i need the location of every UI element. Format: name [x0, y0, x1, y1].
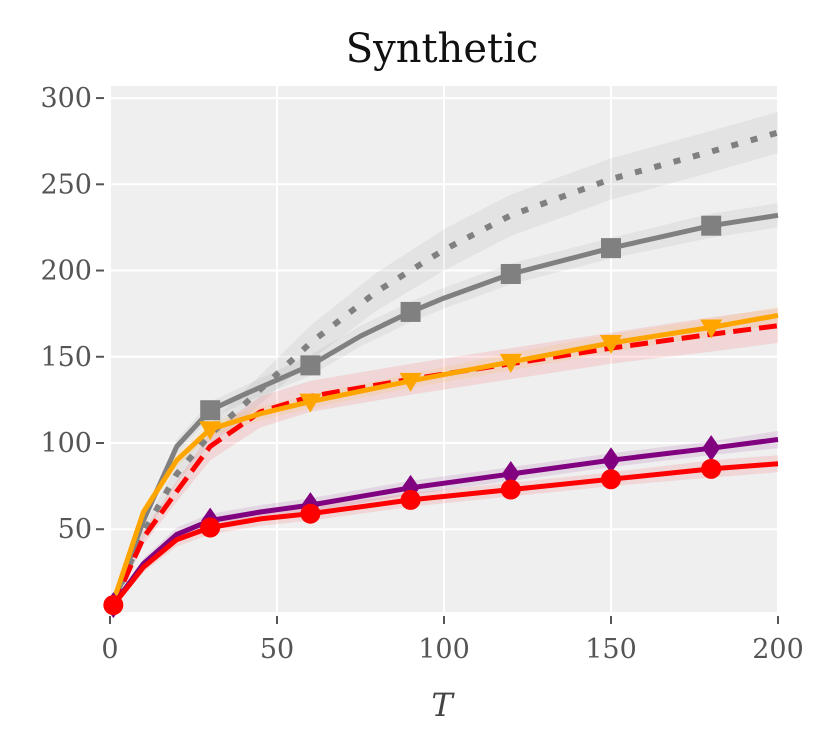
marker-purple-diamonds [602, 447, 620, 474]
marker-gray-squares [701, 215, 722, 236]
y-tick-label: 150 [40, 342, 92, 373]
y-tick-label: 50 [58, 514, 92, 545]
band-gray-dotted [113, 111, 779, 607]
x-tick-label: 150 [585, 634, 637, 665]
x-tick-label: 200 [752, 634, 804, 665]
y-tick-label: 250 [40, 169, 92, 200]
marker-orange-triangles [700, 319, 723, 339]
x-axis-label: T [431, 686, 455, 724]
marker-orange-triangles [600, 334, 622, 354]
y-tick-label: 200 [40, 256, 92, 287]
marker-gray-squares [300, 355, 321, 376]
chart-title: Synthetic [346, 26, 539, 72]
marker-orange-triangles [199, 421, 222, 441]
marker-red-circles [701, 458, 722, 479]
marker-red-circles [103, 595, 124, 616]
marker-gray-squares [200, 400, 221, 421]
band-red-dashed [113, 308, 779, 609]
axis-ticks: 50 100 150 200 250 300 0 50 100 150 200 [40, 83, 803, 665]
x-tick-label: 50 [260, 634, 294, 665]
marker-orange-triangles [399, 372, 422, 392]
marker-gray-squares [500, 263, 521, 284]
marker-gray-squares [601, 238, 621, 259]
marker-purple-diamonds [702, 435, 721, 462]
y-tick-label: 300 [40, 83, 92, 114]
x-tick-label: 100 [418, 634, 470, 665]
marker-orange-triangles [299, 393, 322, 413]
marker-red-circles [500, 479, 521, 500]
grid-lines [109, 86, 779, 612]
marker-red-circles [200, 517, 221, 538]
marker-orange-triangles [499, 353, 522, 373]
series-markers [103, 215, 723, 619]
marker-red-circles [601, 469, 621, 490]
marker-gray-squares [400, 301, 421, 322]
marker-red-circles [400, 489, 421, 510]
marker-purple-diamonds [501, 461, 520, 488]
marker-red-circles [300, 503, 321, 524]
x-tick-label: 0 [101, 634, 118, 665]
y-tick-label: 100 [40, 428, 92, 459]
